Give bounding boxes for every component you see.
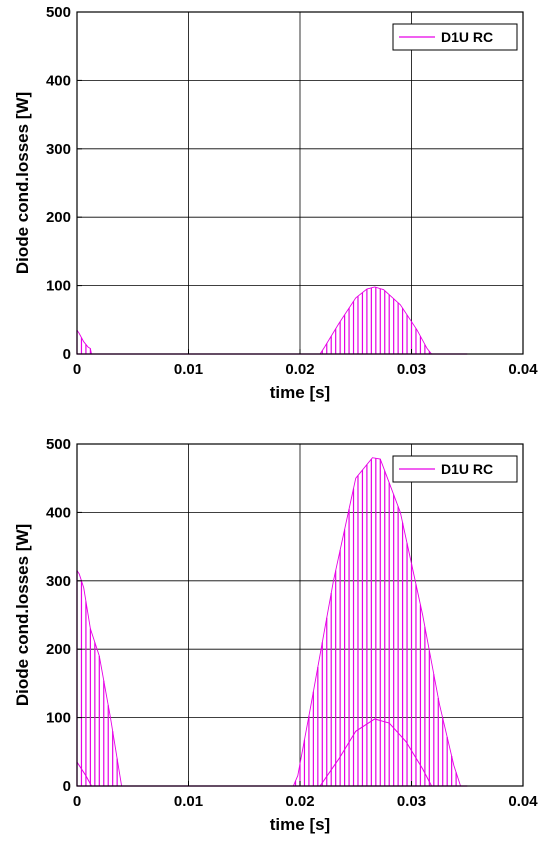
series-envelope [76,457,468,787]
y-tick-label: 500 [46,436,71,453]
legend-label: D1U RC [441,29,493,45]
legend: D1U RC [392,455,518,483]
series-baseline-curve [76,718,468,787]
y-tick-label: 100 [46,710,71,727]
x-tick-label: 0 [73,361,81,378]
x-tick-label: 0 [73,793,81,810]
y-tick-label: 500 [46,4,71,21]
x-tick-label: 0.04 [508,361,538,378]
chart-bottom: 0 0.01 0.02 0.03 0.04 0 100 200 300 400 500 time [s… [13,436,538,834]
y-tick-label: 300 [46,573,71,590]
series-envelope [76,286,468,355]
y-tick-label: 0 [63,778,71,795]
x-tick-label: 0.02 [285,793,314,810]
legend-label: D1U RC [441,461,493,477]
y-tick-label: 100 [46,278,71,295]
x-tick-label: 0.04 [508,793,538,810]
chart-top: 0 0.01 0.02 0.03 0.04 0 100 200 300 400 500 time [s… [13,4,538,402]
y-tick-label: 200 [46,641,71,658]
x-tick-label: 0.02 [285,361,314,378]
x-axis-label: time [s] [270,383,330,402]
y-tick-label: 0 [63,346,71,363]
y-tick-label: 400 [46,504,71,521]
x-tick-label: 0.01 [174,793,203,810]
x-axis-label: time [s] [270,815,330,834]
x-tick-label: 0.01 [174,361,203,378]
y-tick-label: 400 [46,72,71,89]
y-axis-label: Diode cond.losses [W] [13,92,32,274]
x-tick-label: 0.03 [397,361,426,378]
legend: D1U RC [392,23,518,51]
x-tick-label: 0.03 [397,793,426,810]
y-tick-label: 200 [46,209,71,226]
y-axis-label: Diode cond.losses [W] [13,524,32,706]
y-tick-label: 300 [46,141,71,158]
